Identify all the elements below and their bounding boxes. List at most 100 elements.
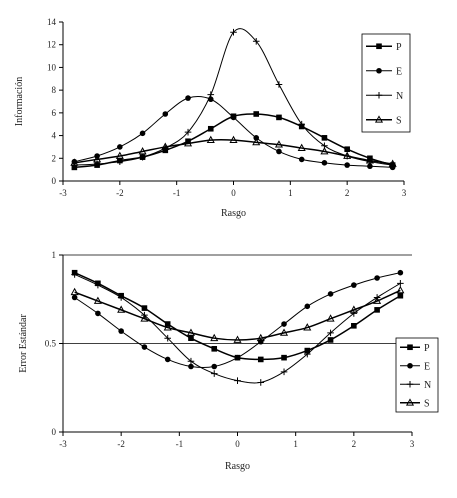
data-point [350, 310, 358, 317]
data-point [253, 135, 260, 141]
data-point [351, 282, 357, 288]
legend-marker [374, 115, 384, 123]
data-point [229, 135, 238, 144]
y-tick-label: 14 [47, 17, 57, 27]
data-point [184, 128, 192, 136]
series-line-s [74, 289, 401, 341]
x-tick-label: -3 [59, 439, 67, 449]
y-tick-label: 0 [52, 427, 57, 437]
data-point [117, 305, 126, 313]
data-point [276, 114, 282, 121]
legend-marker [376, 43, 382, 50]
data-point [234, 377, 241, 384]
data-point [343, 151, 352, 159]
x-tick-label: -3 [59, 188, 67, 198]
data-point [71, 271, 78, 278]
data-point [397, 269, 404, 276]
data-point [206, 135, 215, 144]
data-point [138, 147, 147, 155]
data-point [164, 334, 171, 342]
legend-marker [405, 398, 415, 406]
x-tick-label: 0 [235, 439, 240, 449]
data-point [118, 328, 124, 334]
data-point [327, 337, 334, 343]
data-point [326, 314, 335, 322]
data-point [207, 125, 214, 132]
data-point [297, 143, 306, 151]
data-point [70, 158, 79, 166]
y-axis-title: Error Estándar [18, 314, 29, 373]
y-tick-label: 0 [52, 176, 57, 186]
legend-entry-p: P [400, 343, 430, 354]
series-e [71, 269, 404, 370]
data-point [365, 156, 374, 164]
series-line-e [74, 272, 401, 369]
legend-label: S [424, 398, 430, 409]
data-point [279, 328, 289, 336]
x-axis-title: Rasgo [221, 208, 246, 219]
data-point [373, 296, 382, 304]
data-point [257, 356, 264, 363]
data-point [344, 146, 350, 152]
legend-label: N [424, 380, 431, 391]
legend-label: S [396, 115, 402, 126]
y-tick-label: 4 [52, 131, 57, 141]
data-point [257, 379, 265, 386]
y-tick-label: 10 [47, 62, 57, 72]
data-point [233, 335, 242, 343]
x-tick-label: -2 [116, 188, 124, 198]
x-tick-label: -1 [173, 188, 181, 198]
legend-entry-n: N [400, 380, 431, 391]
data-point [298, 120, 305, 128]
data-point [141, 344, 148, 350]
data-point [185, 95, 191, 101]
x-tick-label: 1 [288, 188, 293, 198]
y-tick-label: 0.5 [45, 339, 57, 349]
legend-entry-s: S [400, 398, 430, 409]
x-tick-label: 3 [402, 188, 407, 198]
data-point [161, 142, 170, 150]
data-point [207, 91, 215, 98]
data-point [275, 81, 283, 88]
data-point [140, 314, 149, 322]
data-point [397, 292, 404, 299]
data-point [163, 323, 172, 331]
data-point [211, 363, 218, 370]
legend-label: P [424, 343, 430, 354]
y-tick-label: 1 [52, 250, 57, 260]
data-point [188, 363, 194, 370]
data-point [351, 323, 357, 329]
data-point [344, 162, 350, 168]
series-e [71, 95, 396, 171]
data-point [210, 370, 218, 377]
data-point [257, 338, 264, 345]
x-tick-label: 2 [345, 188, 350, 198]
data-point [95, 310, 101, 317]
legend-entry-n: N [366, 91, 403, 102]
data-point [374, 275, 380, 281]
legend-entry-p: P [366, 42, 402, 53]
data-point [70, 287, 79, 296]
data-point [304, 303, 311, 310]
data-point [276, 148, 282, 155]
legend-label: P [396, 42, 402, 53]
legend-entry-e: E [400, 361, 430, 372]
data-point [230, 114, 237, 121]
series-line-n [74, 274, 401, 384]
data-point [388, 159, 397, 167]
data-point [117, 294, 125, 301]
data-point [304, 350, 311, 358]
data-point [252, 137, 261, 146]
data-point [117, 144, 123, 150]
data-point [396, 285, 405, 294]
x-axis-title: Rasgo [225, 461, 250, 472]
x-tick-label: -1 [176, 439, 184, 449]
data-point [234, 354, 241, 361]
data-point [188, 335, 194, 341]
x-tick-label: 0 [231, 188, 236, 198]
data-point [183, 139, 193, 147]
data-point [252, 38, 260, 45]
data-point [211, 346, 218, 352]
